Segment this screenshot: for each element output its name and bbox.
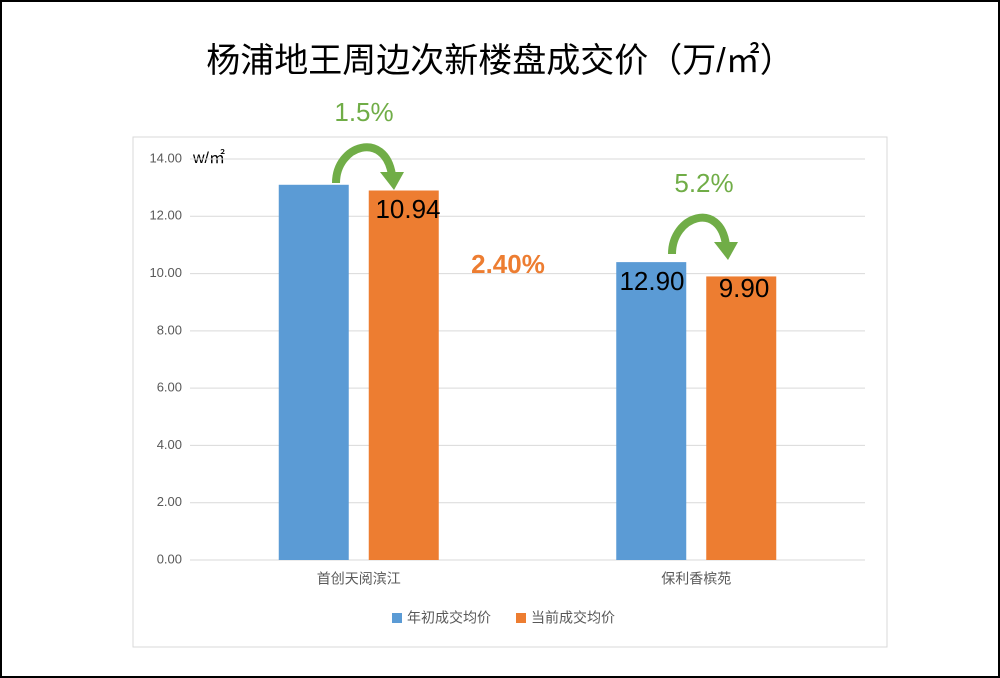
y-tick-label: 6.00	[157, 380, 182, 395]
y-tick-label: 4.00	[157, 437, 182, 452]
x-tick-label: 首创天阅滨江	[317, 571, 401, 587]
annotation: 2.40%	[471, 249, 545, 279]
arrows	[332, 143, 730, 255]
y-tick-label: 12.00	[149, 208, 182, 223]
legend-swatch	[516, 613, 526, 623]
bar	[368, 190, 439, 560]
y-tick-label: 14.00	[149, 150, 182, 165]
arrow-head	[714, 242, 738, 260]
annotation: 9.90	[719, 273, 770, 303]
bar	[278, 184, 349, 560]
chart-title: 杨浦地王周边次新楼盘成交价（万/㎡）	[206, 42, 793, 80]
x-tick-label: 保利香槟苑	[661, 571, 731, 587]
annotation: 10.94	[375, 194, 440, 224]
y-unit-label: w/㎡	[192, 149, 225, 167]
bar	[616, 262, 687, 560]
arrow	[668, 213, 730, 255]
annotation: 12.90	[619, 266, 684, 296]
bar	[706, 276, 777, 560]
y-tick-label: 8.00	[157, 322, 182, 337]
y-tick-label: 10.00	[149, 265, 182, 280]
y-tick-label: 2.00	[157, 494, 182, 509]
legend-label: 年初成交均价	[407, 610, 491, 626]
annotation: 1.5%	[334, 97, 393, 127]
legend-swatch	[392, 613, 402, 623]
y-tick-label: 0.00	[157, 551, 182, 566]
arrow-head	[380, 172, 404, 190]
legend-label: 当前成交均价	[531, 610, 615, 626]
annotation: 5.2%	[674, 168, 733, 198]
arrow	[332, 143, 396, 184]
